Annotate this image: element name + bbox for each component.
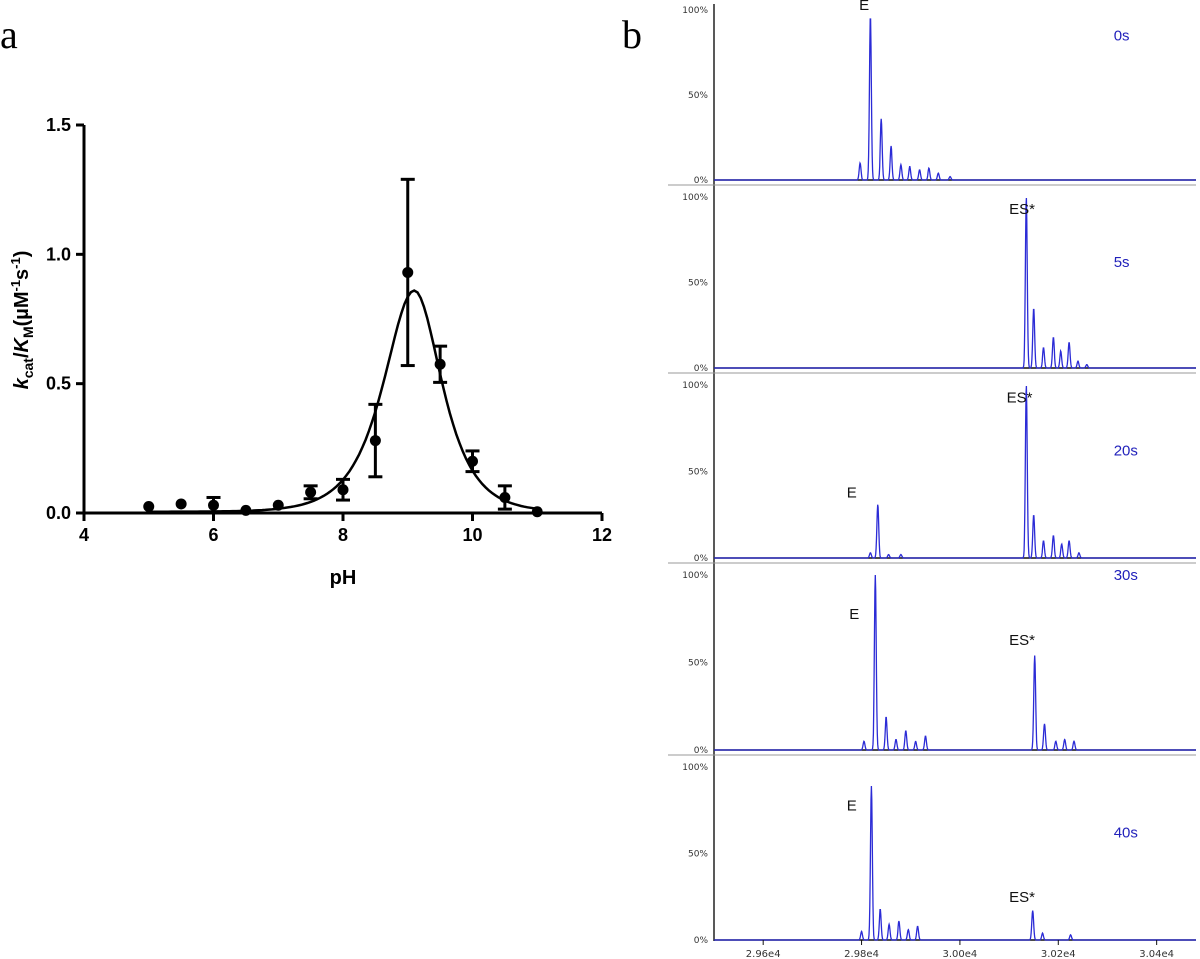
time-label: 0s xyxy=(1114,28,1130,45)
spectrum-y-tick-label: 0% xyxy=(694,936,709,946)
x-axis-title: pH xyxy=(330,567,357,589)
data-point xyxy=(143,501,155,513)
spectrum-y-tick-label: 50% xyxy=(688,279,708,289)
spectrum-x-tick-label: 3.00e4 xyxy=(943,949,978,959)
time-label: 30s xyxy=(1114,567,1138,584)
data-point xyxy=(531,506,543,518)
data-point xyxy=(467,455,478,467)
spectrum-y-tick-label: 100% xyxy=(682,193,708,203)
spectrum-trace xyxy=(714,574,1196,751)
spectrum-y-tick-label: 50% xyxy=(688,850,708,860)
spectrum-x-tick-label: 3.02e4 xyxy=(1041,949,1076,959)
data-point xyxy=(402,266,414,278)
peak-label: ES* xyxy=(1007,389,1033,406)
peak-label: E xyxy=(849,606,859,623)
spectrum-y-tick-label: 100% xyxy=(682,571,708,581)
panel-letter-b: b xyxy=(622,12,642,57)
peak-label: ES* xyxy=(1009,889,1035,906)
y-axis-title: kcat/KM(µM-1s-1) xyxy=(8,251,36,390)
spectrum-y-tick-label: 50% xyxy=(688,91,708,101)
spectrum-y-tick-label: 50% xyxy=(688,659,708,669)
x-tick-label: 10 xyxy=(462,525,482,545)
data-point xyxy=(272,499,284,511)
spectrum-y-tick-label: 100% xyxy=(682,6,708,16)
spectrum-x-tick-label: 2.98e4 xyxy=(844,949,879,959)
x-tick-label: 6 xyxy=(208,525,218,545)
spectrum-trace xyxy=(714,785,1196,941)
spectrum-trace xyxy=(714,385,1196,559)
spectrum-y-tick-label: 100% xyxy=(682,381,708,391)
spectrum-x-tick-label: 2.96e4 xyxy=(746,949,781,959)
spectrum-y-tick-label: 0% xyxy=(694,746,709,756)
time-label: 5s xyxy=(1114,254,1130,271)
data-point xyxy=(240,504,252,516)
time-label: 40s xyxy=(1114,825,1138,842)
y-tick-label: 1.5 xyxy=(46,115,71,135)
spectrum-y-tick-label: 100% xyxy=(682,763,708,773)
spectrum-y-tick-label: 0% xyxy=(694,176,709,186)
peak-label: ES* xyxy=(1009,201,1035,218)
y-tick-label: 0.5 xyxy=(46,374,71,394)
chart-panel-a: 4 6 8 10 12 0.0 0.5 1.0 1.5 pH kcat/KM(µM-1s-1) xyxy=(8,115,612,589)
spectrum-trace xyxy=(714,18,1196,181)
time-label: 20s xyxy=(1114,443,1138,460)
peak-label: E xyxy=(859,0,869,14)
x-tick-label: 4 xyxy=(79,525,89,545)
data-point xyxy=(369,435,381,447)
data-point xyxy=(305,486,317,498)
y-tick-label: 1.0 xyxy=(46,244,71,264)
spectrum-y-tick-label: 0% xyxy=(694,554,709,564)
peak-label: ES* xyxy=(1009,632,1035,649)
chart-panel-b: 100% 50% 0% 0s E 100% 50% 0% 5s ES* 100% 50% 0% 20s E E… xyxy=(668,0,1196,959)
data-point xyxy=(208,499,219,511)
peak-label: E xyxy=(847,797,857,814)
data-point xyxy=(175,498,187,510)
spectrum-trace xyxy=(714,197,1196,369)
panel-letter-a: a xyxy=(0,12,18,57)
data-point xyxy=(434,358,446,370)
x-tick-label: 8 xyxy=(338,525,348,545)
data-point xyxy=(337,484,349,496)
spectrum-x-tick-label: 3.04e4 xyxy=(1139,949,1174,959)
spectrum-y-tick-label: 50% xyxy=(688,468,708,478)
y-tick-label: 0.0 xyxy=(46,503,71,523)
x-tick-label: 12 xyxy=(592,525,612,545)
peak-label: E xyxy=(847,484,857,501)
data-point xyxy=(499,491,511,503)
spectrum-y-tick-label: 0% xyxy=(694,364,709,374)
